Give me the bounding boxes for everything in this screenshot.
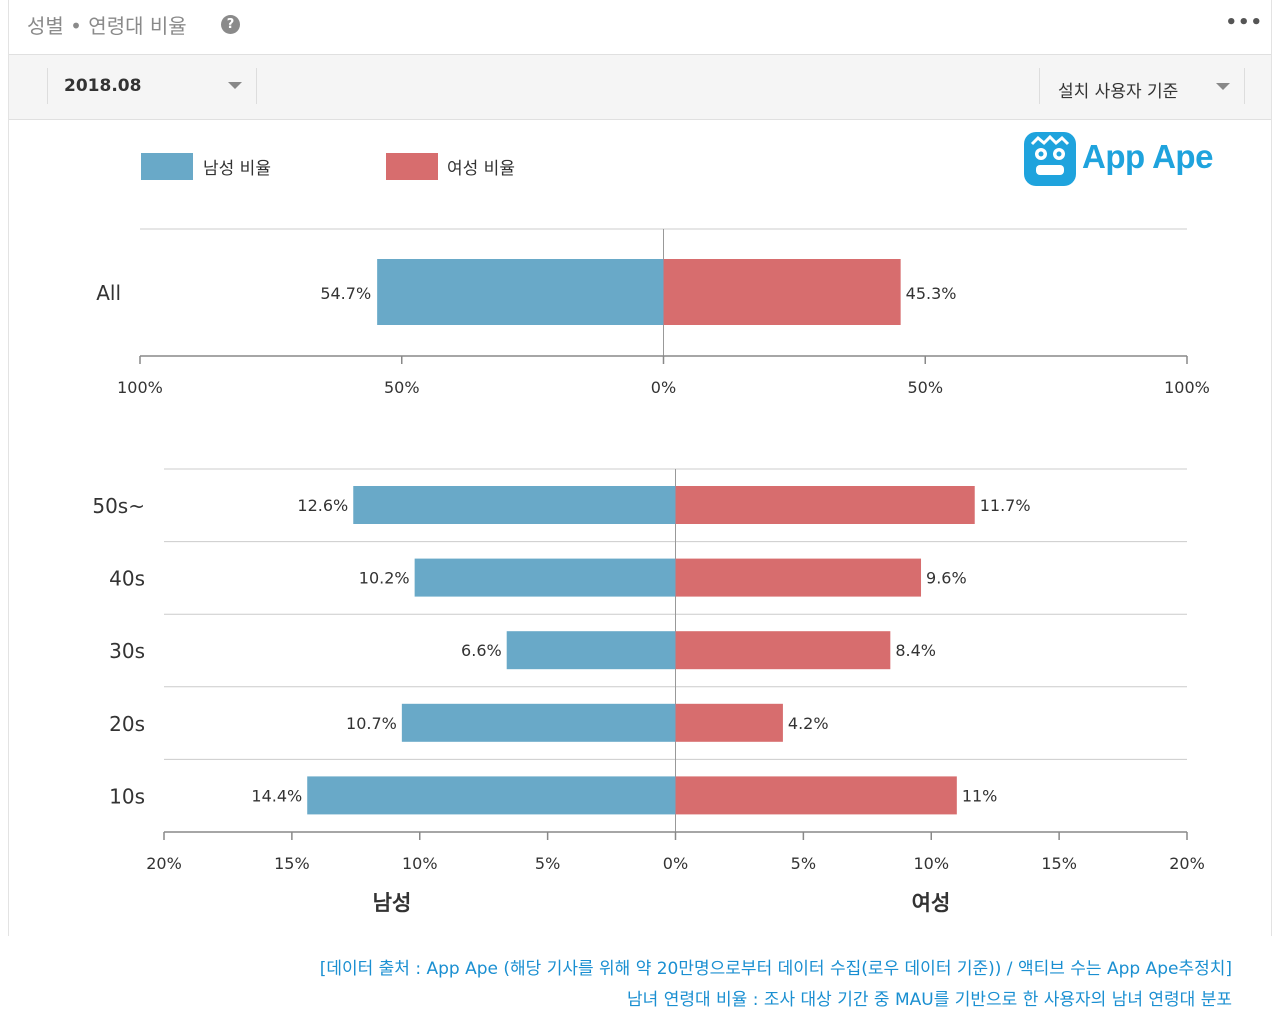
basis-value: 설치 사용자 기준 xyxy=(1058,82,1179,102)
bar-male xyxy=(414,558,676,597)
legend-label-female: 여성 비율 xyxy=(447,159,515,179)
category-label: 30s xyxy=(109,639,145,663)
category-label: 10s xyxy=(109,784,145,808)
bar-male xyxy=(353,486,676,524)
legend-swatch-female xyxy=(386,153,438,180)
more-icon[interactable]: ••• xyxy=(1225,12,1263,33)
category-label-all: All xyxy=(96,281,121,305)
tick-label-all: 0% xyxy=(651,378,676,397)
category-label: 50s~ xyxy=(92,494,145,518)
data-label-male: 12.6% xyxy=(297,496,348,515)
data-label-female: 4.2% xyxy=(788,714,829,733)
bar-female xyxy=(675,558,922,597)
tick-label-age: 20% xyxy=(146,854,182,873)
tick-label-all: 100% xyxy=(1164,378,1210,397)
panel-header: 성별 • 연령대 비율 ? ••• xyxy=(9,0,1271,55)
tick-label-age: 10% xyxy=(402,854,438,873)
bar-all-female xyxy=(663,259,901,325)
tick-label-all: 50% xyxy=(384,378,420,397)
definition-note: 남녀 연령대 비율 : 조사 대상 기간 중 MAU를 기반으로 한 사용자의 … xyxy=(627,990,1232,1010)
app-ape-logo: App Ape xyxy=(1024,130,1244,190)
period-select[interactable]: 2018.08 xyxy=(47,68,257,104)
bar-male xyxy=(506,631,676,670)
data-label-all-male: 54.7% xyxy=(320,284,371,303)
legend-swatch-male xyxy=(141,153,193,180)
basis-select[interactable]: 설치 사용자 기준 xyxy=(1039,68,1245,104)
tick-label-age: 0% xyxy=(663,854,688,873)
tick-label-age: 20% xyxy=(1169,854,1205,873)
tick-label-age: 15% xyxy=(274,854,310,873)
panel-title: 성별 • 연령대 비율 xyxy=(27,14,187,38)
chevron-down-icon xyxy=(1216,83,1230,90)
category-label: 20s xyxy=(109,712,145,736)
tick-label-all: 50% xyxy=(907,378,943,397)
chevron-down-icon xyxy=(228,82,242,89)
bar-male xyxy=(401,703,676,742)
bar-male xyxy=(307,776,676,815)
data-label-male: 14.4% xyxy=(251,786,302,805)
period-value: 2018.08 xyxy=(64,76,142,96)
bar-female xyxy=(675,631,891,670)
gender-age-chart: 남성 비율 여성 비율 54.7% 45.3% All 100% 50% 0% 50% 100% 1… xyxy=(92,153,1210,915)
tick-label-age: 5% xyxy=(791,854,816,873)
bar-female xyxy=(675,703,783,742)
data-label-male: 6.6% xyxy=(461,641,502,660)
legend-label-male: 남성 비율 xyxy=(203,159,271,179)
data-label-female: 8.4% xyxy=(895,641,936,660)
footer-note: [데이터 출처 : App Ape (해당 기사를 위해 약 20만명으로부터 … xyxy=(320,954,1232,1016)
help-icon[interactable]: ? xyxy=(221,15,240,34)
x-label-male: 남성 xyxy=(373,891,412,915)
data-label-male: 10.7% xyxy=(346,714,397,733)
tick-label-age: 15% xyxy=(1041,854,1077,873)
filter-toolbar: 2018.08 설치 사용자 기준 xyxy=(9,55,1271,120)
tick-label-all: 100% xyxy=(117,378,163,397)
bar-female xyxy=(675,776,957,815)
category-label: 40s xyxy=(109,567,145,591)
source-note: [데이터 출처 : App Ape (해당 기사를 위해 약 20만명으로부터 … xyxy=(319,959,1232,979)
bar-female xyxy=(675,486,975,524)
data-label-male: 10.2% xyxy=(359,569,410,588)
data-label-female: 11% xyxy=(962,786,998,805)
bar-all-male xyxy=(377,259,664,325)
x-label-female: 여성 xyxy=(912,891,951,915)
logo-text: App Ape xyxy=(1082,138,1213,175)
ape-face-icon xyxy=(1024,132,1076,186)
tick-label-age: 5% xyxy=(535,854,560,873)
data-label-female: 11.7% xyxy=(980,496,1031,515)
data-label-female: 9.6% xyxy=(926,569,967,588)
tick-label-age: 10% xyxy=(913,854,949,873)
data-label-all-female: 45.3% xyxy=(906,284,957,303)
